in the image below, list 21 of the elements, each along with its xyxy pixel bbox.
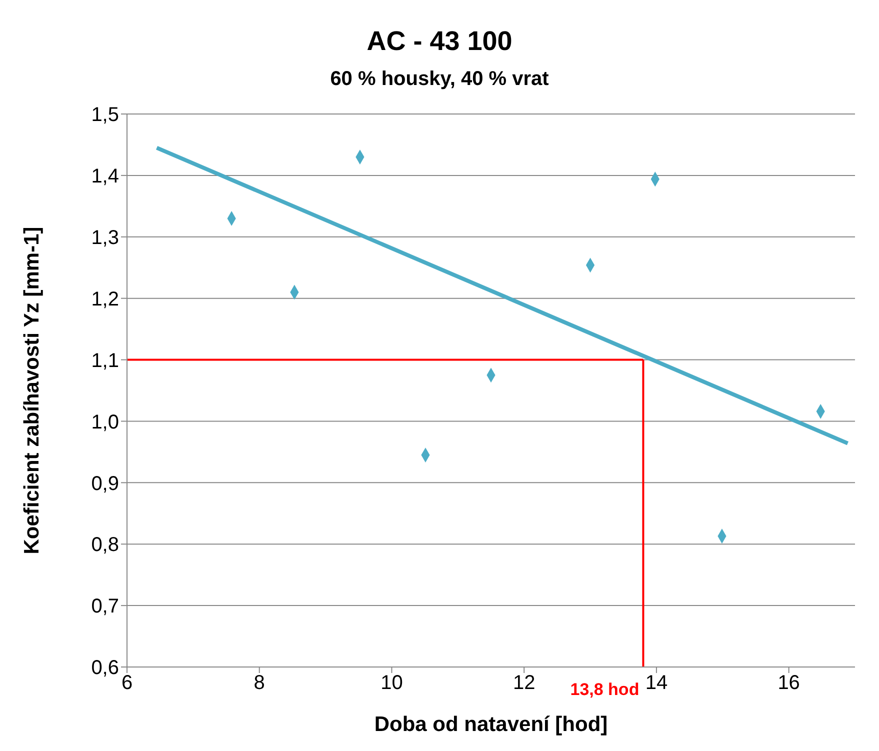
y-tick-label: 1,1 [91, 350, 119, 372]
chart-title: AC - 43 100 [366, 26, 514, 57]
x-tick-label: 6 [121, 672, 133, 694]
y-tick-label: 0,9 [91, 472, 119, 495]
y-tick-label: 1,3 [91, 226, 119, 249]
chart-subtitle: 60 % housky, 40 % vrat [329, 68, 550, 91]
ref-line-label: 13,8 hod [570, 680, 640, 699]
y-tick-label: 1,0 [91, 411, 119, 434]
y-tick-label: 1,5 [91, 104, 119, 126]
y-tick-label: 0,7 [91, 596, 119, 618]
x-tick-label: 10 [380, 672, 403, 694]
y-tick-label: 1,4 [91, 166, 119, 188]
x-axis-title: Doba od natavení [hod] [374, 713, 608, 736]
x-tick-label: 16 [778, 672, 800, 694]
y-tick-label: 1,2 [91, 288, 119, 310]
y-axis-title: Koeficient zabíhavosti Yz [mm-1] [20, 226, 44, 554]
x-tick-label: 12 [512, 672, 536, 694]
x-tick-label: 14 [645, 672, 668, 694]
x-tick-label: 8 [254, 672, 265, 694]
y-tick-label: 0,6 [91, 657, 119, 680]
y-tick-label: 0,8 [91, 534, 119, 556]
